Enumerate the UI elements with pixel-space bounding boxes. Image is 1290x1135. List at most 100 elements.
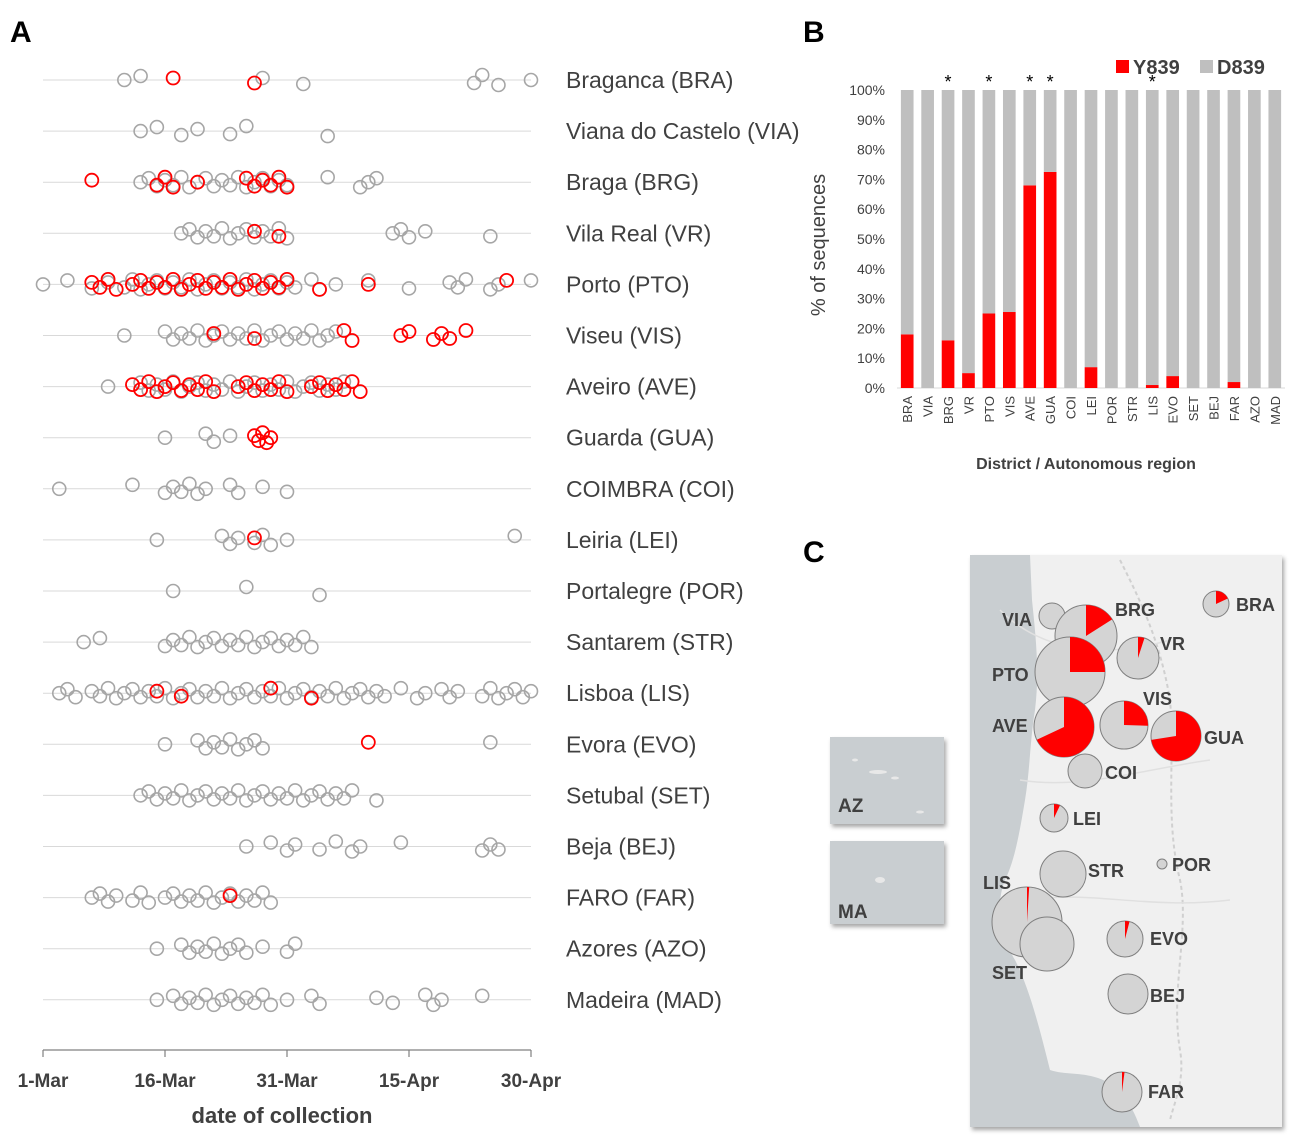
- point-d839: [255, 70, 270, 86]
- point-y839: [271, 374, 287, 390]
- point-d839: [239, 272, 254, 287]
- point-y839: [401, 324, 417, 339]
- strip-row: Aveiro (AVE): [43, 374, 697, 400]
- point-d839: [190, 639, 205, 655]
- panel-b-stacked-bar-chart: 0% 10% 20% 30% 40% 50% 60% 70% 80% 90% 100% BRA VIA…: [808, 57, 1285, 473]
- point-d839: [271, 221, 287, 236]
- category-label: FAR: [1227, 396, 1242, 421]
- map-label-por: POR: [1172, 855, 1211, 875]
- category-label: STR: [1125, 396, 1140, 422]
- point-d839: [230, 326, 246, 341]
- point-d839: [377, 688, 392, 704]
- pie-slice-d839: [1156, 858, 1168, 870]
- point-d839: [401, 281, 417, 296]
- point-d839: [157, 680, 173, 696]
- point-d839: [117, 72, 132, 88]
- point-y839: [279, 179, 295, 195]
- point-d839: [92, 630, 108, 646]
- bar-d839: [982, 90, 996, 314]
- map-label-ave: AVE: [992, 716, 1028, 736]
- point-d839: [417, 224, 433, 239]
- point-d839: [222, 231, 238, 246]
- map-label-bej: BEJ: [1150, 986, 1185, 1006]
- row-label: Evora (EVO): [566, 731, 696, 757]
- pie-evo: [1106, 920, 1144, 958]
- point-d839: [190, 121, 205, 137]
- point-d839: [320, 128, 335, 144]
- y-tick-label: 90%: [857, 112, 885, 128]
- legend: Y839 D839: [1116, 57, 1265, 79]
- legend-label-y839: Y839: [1133, 57, 1180, 79]
- bar-d839: [1023, 90, 1037, 186]
- point-d839: [165, 479, 181, 495]
- pie-slice-y839: [1027, 887, 1030, 922]
- point-d839: [222, 731, 238, 747]
- significance-star: *: [985, 72, 992, 92]
- point-d839: [173, 169, 189, 185]
- point-d839: [271, 324, 287, 339]
- point-d839: [198, 426, 213, 442]
- point-d839: [222, 177, 238, 193]
- bar-d839: [1105, 90, 1118, 388]
- point-d839: [263, 895, 279, 910]
- point-y839: [125, 377, 140, 393]
- pie-bra: [1202, 590, 1230, 618]
- point-d839: [287, 783, 303, 798]
- point-d839: [84, 890, 100, 905]
- point-y839: [230, 281, 246, 297]
- strip-row: Braga (BRG): [43, 169, 699, 195]
- point-d839: [206, 434, 222, 450]
- strip-row: Vila Real (VR): [43, 220, 711, 246]
- point-d839: [165, 886, 181, 901]
- strip-rows: Braganca (BRA) Viana do Castelo (VIA) Brag…: [35, 67, 800, 1013]
- point-d839: [182, 990, 197, 1006]
- x-axis: 1-Mar 16-Mar 31-Mar 15-Apr 30-Apr: [18, 1049, 562, 1092]
- point-y839: [84, 274, 100, 290]
- panel-letter-b: B: [803, 16, 825, 49]
- point-y839: [328, 377, 344, 393]
- point-y839: [263, 177, 279, 193]
- point-y839: [181, 377, 197, 393]
- river-line: [1019, 759, 1211, 784]
- legend-swatch-y839: [1116, 60, 1129, 73]
- point-d839: [230, 530, 246, 546]
- point-d839: [92, 688, 108, 704]
- point-d839: [239, 990, 254, 1006]
- bar-d839: [1043, 90, 1057, 172]
- point-d839: [369, 793, 384, 808]
- bar-d839: [1248, 90, 1261, 388]
- pie-lei: [1039, 803, 1069, 833]
- row-label: Viseu (VIS): [566, 323, 682, 349]
- point-d839: [230, 783, 246, 798]
- pie-far: [1101, 1071, 1143, 1113]
- strip-row: Beja (BEJ): [43, 834, 676, 860]
- bar-y839: [1002, 312, 1016, 388]
- point-d839: [255, 479, 270, 495]
- strip-row: Azores (AZO): [43, 936, 707, 962]
- pie-coi: [1067, 753, 1103, 789]
- point-d839: [304, 323, 319, 338]
- point-d839: [117, 280, 132, 295]
- point-d839: [182, 681, 197, 697]
- pie-slice-d839: [1019, 916, 1075, 972]
- point-y839: [255, 425, 271, 441]
- point-d839: [141, 683, 157, 699]
- point-d839: [206, 936, 222, 952]
- point-y839: [344, 374, 360, 390]
- x-axis-title: date of collection: [192, 1103, 373, 1128]
- point-d839: [417, 987, 433, 1003]
- point-y839: [149, 274, 165, 290]
- point-d839: [239, 579, 254, 595]
- point-y839: [393, 328, 409, 343]
- bar-d839: [1064, 90, 1077, 388]
- point-y839: [263, 680, 279, 696]
- point-d839: [206, 997, 222, 1013]
- point-y839: [336, 382, 352, 398]
- point-d839: [165, 583, 181, 599]
- point-d839: [173, 484, 189, 500]
- strip-row: Portalegre (POR): [43, 578, 744, 604]
- point-d839: [263, 630, 279, 646]
- category-label: POR: [1104, 396, 1119, 424]
- point-d839: [336, 374, 352, 389]
- strip-row: Lisboa (LIS): [43, 680, 690, 706]
